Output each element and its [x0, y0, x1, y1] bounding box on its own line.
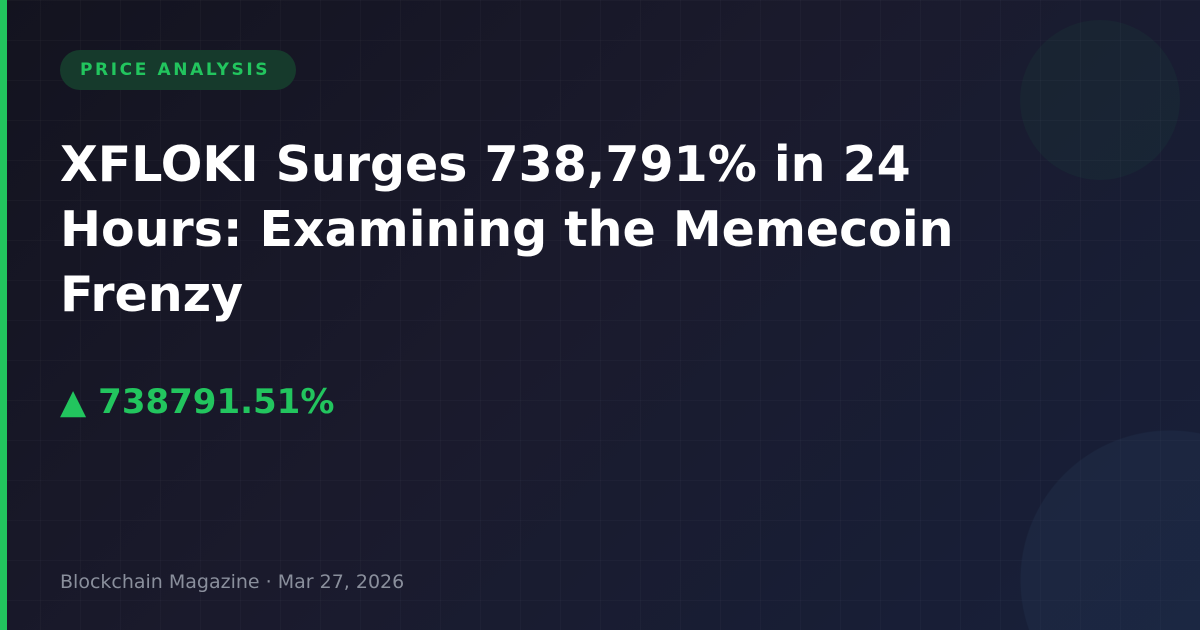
category-badge: PRICE ANALYSIS	[60, 50, 297, 90]
decorative-circle	[1020, 20, 1180, 180]
price-change: ▲ 738791.51%	[60, 382, 334, 422]
accent-bar	[0, 0, 7, 630]
decorative-circle	[1020, 430, 1200, 630]
triangle-up-icon: ▲	[60, 382, 87, 422]
headline: XFLOKI Surges 738,791% in 24 Hours: Exam…	[60, 136, 954, 323]
source-date: Blockchain Magazine · Mar 27, 2026	[60, 571, 405, 593]
price-change-value: 738791.51%	[98, 382, 335, 422]
